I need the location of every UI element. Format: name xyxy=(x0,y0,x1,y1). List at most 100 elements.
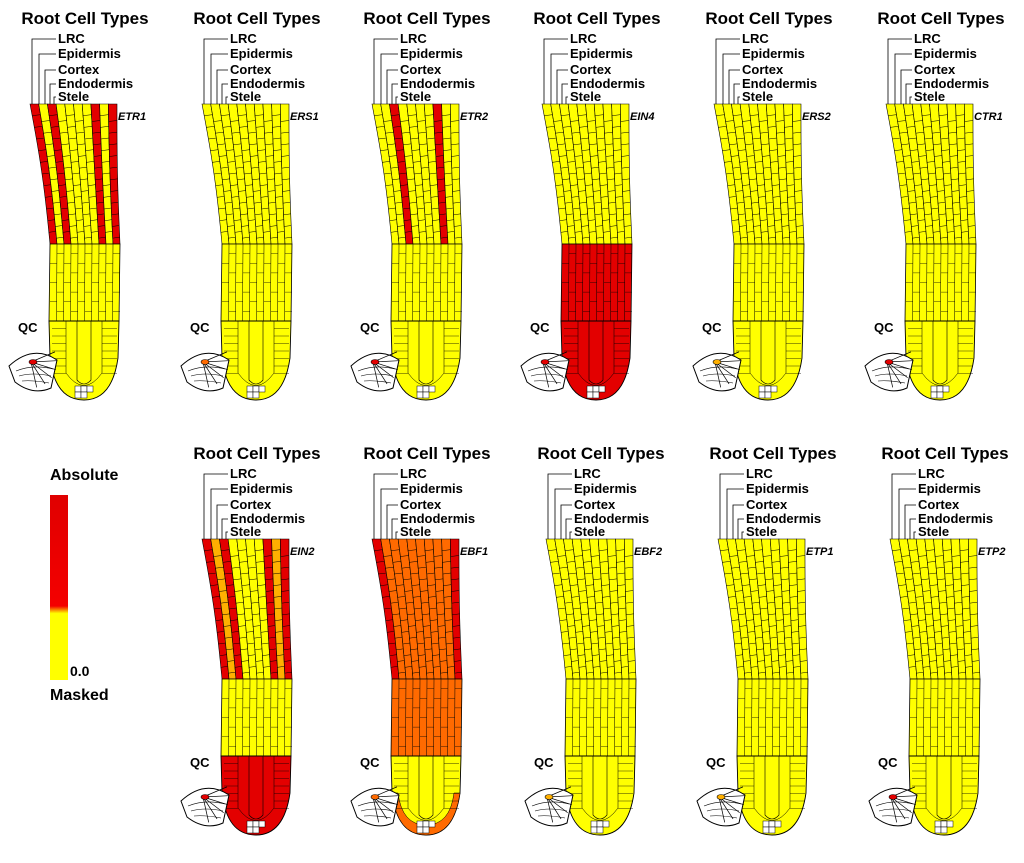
cell-type-label-lrc: LRC xyxy=(742,31,769,46)
root-panel-ein2: Root Cell Types LRC Epidermis Cortex Endoder… xyxy=(172,443,342,863)
leader-line xyxy=(373,473,398,539)
columella-cell xyxy=(946,820,954,828)
cell-type-label-epidermis: Epidermis xyxy=(58,46,121,61)
panel-title: Root Cell Types xyxy=(537,444,665,463)
panel-title: Root Cell Types xyxy=(363,9,491,28)
cell-type-label-lrc: LRC xyxy=(400,31,427,46)
root-panel-ebf1: Root Cell Types LRC Epidermis Cortex Endoder… xyxy=(342,443,512,863)
columella-cell xyxy=(934,826,942,834)
cell-type-label-lrc: LRC xyxy=(914,31,941,46)
columella-cell xyxy=(258,385,266,393)
columella-cell xyxy=(936,391,944,399)
qc-label: QC xyxy=(702,320,722,335)
columella-cell xyxy=(416,385,424,393)
cell-type-label-stele: Stele xyxy=(746,524,778,539)
gene-label: EIN2 xyxy=(290,546,315,558)
qc-inset xyxy=(864,351,914,392)
columella-cell xyxy=(422,826,430,834)
qc-label: QC xyxy=(360,320,380,335)
cell-type-label-cortex: Cortex xyxy=(230,497,272,512)
leader-line xyxy=(31,38,56,104)
qc-inset xyxy=(350,351,400,392)
cell-type-label-epidermis: Epidermis xyxy=(918,481,981,496)
root-panel-etp2: Root Cell Types LRC Epidermis Cortex Endoder… xyxy=(860,443,1024,863)
panel-title: Root Cell Types xyxy=(363,444,491,463)
cell-type-label-endodermis: Endodermis xyxy=(742,76,818,91)
leader-line xyxy=(904,504,916,539)
columella-cell xyxy=(416,820,424,828)
root-diagram xyxy=(180,38,293,401)
cell-type-label-stele: Stele xyxy=(400,89,432,104)
root-panel-etp1: Root Cell Types LRC Epidermis Cortex Endoder… xyxy=(688,443,858,863)
columella-cell xyxy=(770,385,778,393)
qc-label: QC xyxy=(874,320,894,335)
root-diagram xyxy=(180,473,293,836)
gene-label: EBF1 xyxy=(460,546,489,558)
leader-line xyxy=(737,96,740,104)
cell-type-label-endodermis: Endodermis xyxy=(746,511,822,526)
leader-line xyxy=(391,518,398,539)
columella-cell xyxy=(80,385,88,393)
cell-type-label-endodermis: Endodermis xyxy=(914,76,990,91)
cell-type-label-stele: Stele xyxy=(230,89,262,104)
columella-cell xyxy=(762,820,770,828)
qc-inset xyxy=(180,786,230,827)
leader-line xyxy=(225,96,228,104)
leader-line xyxy=(715,38,740,104)
columella-cell xyxy=(258,820,266,828)
root-panel-etr2: Root Cell Types LRC Epidermis Cortex Endoder… xyxy=(342,8,512,428)
columella-cell xyxy=(764,385,772,393)
leader-line xyxy=(560,504,572,539)
qc-cell xyxy=(200,794,210,800)
cell-type-label-cortex: Cortex xyxy=(918,497,960,512)
columella-cell xyxy=(252,820,260,828)
leader-line xyxy=(203,473,228,539)
columella-cell xyxy=(590,820,598,828)
root-diagram xyxy=(524,473,637,836)
cell-type-label-cortex: Cortex xyxy=(230,62,272,77)
cell-type-label-stele: Stele xyxy=(230,524,262,539)
qc-inset xyxy=(524,786,574,827)
leader-line xyxy=(216,69,228,104)
leader-line xyxy=(565,518,572,539)
gene-label: ETP1 xyxy=(806,546,834,558)
columella-cell xyxy=(940,826,948,834)
root-panel-ebf2: Root Cell Types LRC Epidermis Cortex Endoder… xyxy=(516,443,686,863)
columella-cell xyxy=(768,826,776,834)
columella-cell xyxy=(940,820,948,828)
leader-line xyxy=(569,531,572,539)
gene-label: EIN4 xyxy=(630,111,655,123)
leader-line xyxy=(719,473,744,539)
columella-cell xyxy=(602,820,610,828)
columella-cell xyxy=(758,385,766,393)
leader-line xyxy=(728,69,740,104)
gene-label: ERS2 xyxy=(802,111,831,123)
columella-cell xyxy=(422,820,430,828)
leader-line xyxy=(732,504,744,539)
columella-cell xyxy=(86,385,94,393)
columella-cell xyxy=(252,385,260,393)
columella-cell xyxy=(586,385,594,393)
leader-line xyxy=(210,53,228,104)
cell-type-label-lrc: LRC xyxy=(230,466,257,481)
columella-cell xyxy=(428,820,436,828)
gene-label: ERS1 xyxy=(290,111,319,123)
columella-cell xyxy=(596,820,604,828)
leader-line xyxy=(386,69,398,104)
qc-inset xyxy=(8,351,58,392)
leader-line xyxy=(203,38,228,104)
cell-type-label-lrc: LRC xyxy=(230,31,257,46)
panel-title: Root Cell Types xyxy=(533,9,661,28)
qc-cell xyxy=(888,794,898,800)
leader-line xyxy=(53,96,56,104)
columella-cell xyxy=(246,826,254,834)
legend-masked-label: Masked xyxy=(50,687,109,704)
leader-line xyxy=(391,83,398,104)
qc-cell xyxy=(370,359,380,365)
columella-cell xyxy=(74,385,82,393)
root-diagram xyxy=(350,473,463,836)
leader-line xyxy=(380,53,398,104)
columella-cell xyxy=(246,820,254,828)
cell-type-label-endodermis: Endodermis xyxy=(400,76,476,91)
cell-type-label-cortex: Cortex xyxy=(914,62,956,77)
